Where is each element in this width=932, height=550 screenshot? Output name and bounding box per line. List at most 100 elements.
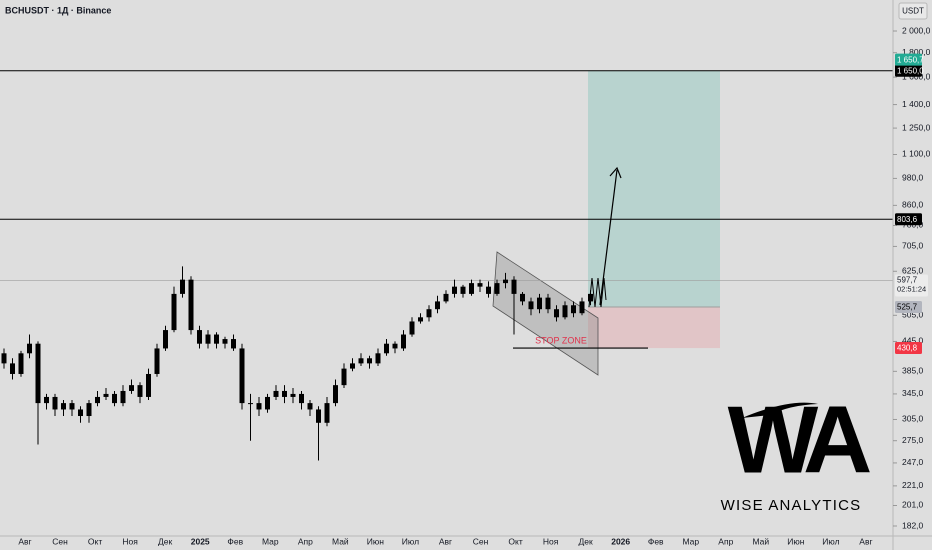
candle-body bbox=[401, 334, 406, 349]
candle-body bbox=[180, 279, 185, 294]
logo-mark: WA bbox=[728, 386, 870, 493]
candle-body bbox=[188, 279, 194, 331]
candle-body bbox=[460, 286, 466, 294]
y-tick-label: 1 100,0 bbox=[902, 149, 931, 159]
stop-zone bbox=[588, 306, 720, 349]
y-tick-label: 980,0 bbox=[902, 173, 924, 183]
candle-body bbox=[443, 293, 449, 302]
arrow-head bbox=[609, 166, 622, 179]
y-tick-label: 2 000,0 bbox=[902, 25, 931, 35]
candle-body bbox=[18, 353, 24, 374]
plot-area bbox=[0, 70, 893, 461]
x-tick-label: Авг bbox=[859, 536, 872, 546]
candle-body bbox=[545, 297, 551, 310]
candle-body bbox=[384, 343, 389, 354]
last-price-label: 597,7 bbox=[897, 276, 918, 285]
y-tick-label: 345,0 bbox=[902, 388, 924, 398]
candle-body bbox=[588, 293, 593, 302]
y-tick-label: 1 800,0 bbox=[902, 47, 931, 57]
candle-body bbox=[10, 363, 15, 374]
entry-label-bg bbox=[895, 300, 922, 313]
candle-body bbox=[333, 385, 338, 404]
last-price-bg bbox=[895, 274, 928, 297]
candle-body bbox=[112, 393, 117, 404]
candle-body bbox=[282, 390, 287, 397]
candle-body bbox=[205, 334, 211, 344]
candle-body bbox=[256, 403, 262, 410]
candle-body bbox=[78, 409, 83, 417]
candle-body bbox=[426, 309, 432, 318]
candle-body bbox=[435, 301, 440, 310]
candle-body bbox=[528, 301, 534, 310]
candle-body bbox=[409, 321, 415, 335]
logo-swoosh bbox=[742, 402, 818, 418]
candle-body bbox=[44, 396, 49, 404]
currency-box[interactable] bbox=[898, 2, 928, 20]
stop-label: 430,8 bbox=[897, 344, 918, 353]
x-tick-label: Дек bbox=[579, 536, 593, 546]
candle-body bbox=[537, 297, 542, 310]
y-tick-label: 385,0 bbox=[902, 366, 924, 376]
x-tick-label: Ноя bbox=[543, 536, 559, 546]
candle-body bbox=[69, 403, 75, 410]
candle-body bbox=[95, 396, 100, 404]
x-tick-label: Сен bbox=[473, 536, 489, 546]
x-tick-label: Июл bbox=[402, 536, 419, 546]
y-tick-label: 275,0 bbox=[902, 435, 924, 445]
candle-body bbox=[273, 390, 279, 397]
candle-body bbox=[358, 358, 364, 364]
stop-label-bg bbox=[895, 342, 922, 355]
y-tick-label: 1 250,0 bbox=[902, 122, 931, 132]
y-tick-label: 247,0 bbox=[902, 457, 924, 467]
x-tick-label: Ноя bbox=[122, 536, 138, 546]
candle-body bbox=[477, 283, 483, 287]
x-tick-label: Дек bbox=[158, 536, 172, 546]
candle-body bbox=[562, 305, 568, 318]
x-tick-label: 2026 bbox=[611, 536, 630, 546]
y-tick-label: 625,0 bbox=[902, 265, 924, 275]
y-tick-label: 305,0 bbox=[902, 414, 924, 424]
stop-zone-label: STOP ZONE bbox=[535, 335, 587, 345]
target-zone bbox=[588, 70, 720, 307]
candle-body bbox=[571, 305, 576, 314]
candle-body bbox=[86, 403, 92, 417]
candle-body bbox=[341, 368, 347, 386]
y-tick-label: 705,0 bbox=[902, 241, 924, 251]
candle-body bbox=[27, 343, 32, 354]
candle-body bbox=[392, 343, 398, 349]
candle-body bbox=[503, 279, 508, 284]
candle-body bbox=[554, 309, 559, 318]
entry-label: 525,7 bbox=[897, 303, 918, 312]
candle-body bbox=[61, 403, 66, 410]
candle-body bbox=[316, 409, 321, 423]
candle-body bbox=[248, 403, 253, 405]
x-tick-label: Фев bbox=[227, 536, 243, 546]
arrow-shaft bbox=[599, 169, 618, 306]
candle-body bbox=[307, 403, 313, 410]
level-label-bg bbox=[895, 64, 922, 77]
candle-body bbox=[163, 330, 168, 349]
candle-body bbox=[375, 353, 381, 364]
logo-name: WISE ANALYTICS bbox=[721, 497, 862, 514]
x-tick-label: Окт bbox=[508, 536, 522, 546]
candle-body bbox=[520, 293, 525, 302]
candle-body bbox=[418, 317, 423, 322]
candle-body bbox=[222, 339, 228, 344]
candle-body bbox=[52, 396, 58, 410]
candle-body bbox=[486, 286, 491, 294]
candle-body bbox=[197, 330, 202, 344]
x-tick-label: Авг bbox=[18, 536, 31, 546]
x-tick-label: Мар bbox=[682, 536, 699, 546]
target-label-bg bbox=[895, 53, 922, 66]
level-label-bg bbox=[895, 213, 922, 226]
candle-body bbox=[452, 286, 457, 294]
candle-body bbox=[146, 373, 151, 397]
target-label: 1 650,7 bbox=[897, 55, 924, 64]
candle-body bbox=[579, 301, 585, 314]
x-tick-label: 2025 bbox=[191, 536, 210, 546]
x-tick-label: Июн bbox=[787, 536, 804, 546]
candle-body bbox=[129, 385, 134, 391]
